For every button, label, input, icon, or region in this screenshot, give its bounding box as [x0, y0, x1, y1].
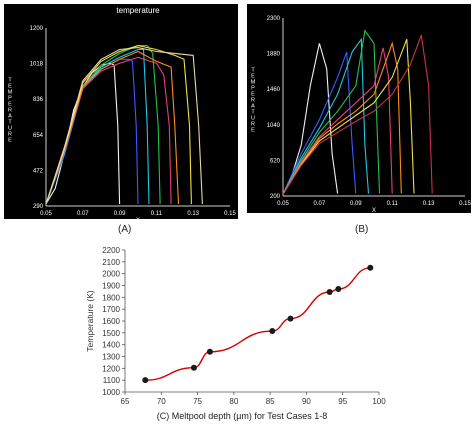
x-tick-label: 70: [157, 397, 166, 406]
y-tick-label: 2100: [102, 258, 120, 267]
series-line-3: [282, 37, 370, 195]
y-tick-label: 654: [33, 133, 44, 139]
series-line-7: [282, 39, 415, 195]
y-tick-label: 2000: [102, 270, 120, 279]
data-point-3: [206, 348, 213, 355]
x-tick-label: 0.07: [314, 201, 326, 207]
y-tick-label: 1900: [102, 282, 120, 291]
data-point-8: [367, 264, 374, 271]
x-tick-label: 75: [193, 397, 202, 406]
y-tick-label: 1000: [102, 388, 120, 397]
chart-a-svg: temperature 290 472 654 836 1018 1200 0.05 0.07 0…: [4, 4, 238, 224]
y-tick-label: 620: [270, 158, 281, 164]
y-axis-label: Temperature (K): [85, 290, 95, 352]
y-tick-label: 1100: [103, 376, 121, 385]
x-axis-label: X: [372, 208, 376, 213]
x-tick-label: 85: [266, 397, 275, 406]
x-tick-label: 95: [338, 397, 347, 406]
x-tick-label: 80: [229, 397, 238, 406]
y-tick-label: 836: [33, 97, 44, 103]
chart-b-svg: 200 620 1040 1460 1880 2300 0.05 0.07 0.09 0.11 0.…: [247, 4, 471, 214]
x-tick-label: 0.15: [224, 211, 236, 217]
y-tick-label: 1200: [102, 364, 120, 373]
y-tick-label: 1500: [102, 329, 120, 338]
x-tick-label: 0.05: [40, 211, 52, 217]
y-tick-label: 1880: [267, 52, 281, 58]
x-tick-label: 0.05: [277, 201, 289, 207]
x-tick-label: 0.07: [77, 211, 89, 217]
chart-c-svg: 1000 1100 1200 1300 1400 1500 1600 1700 1800 1900…: [85, 246, 386, 421]
y-tick-label: 2200: [102, 246, 120, 255]
y-tick-label: 1040: [267, 123, 281, 129]
data-point-7: [335, 286, 342, 293]
x-tick-label: 0.11: [387, 201, 399, 207]
y-tick-label: 1800: [102, 293, 120, 302]
data-point-1: [142, 377, 149, 384]
caption-a: (A): [118, 224, 132, 235]
y-tick-label: 1600: [102, 317, 120, 326]
y-tick-label: 1300: [102, 353, 120, 362]
y-tick-label: 1460: [267, 87, 281, 93]
x-tick-label: 0.13: [423, 201, 435, 207]
series-line-5: [282, 47, 393, 195]
series-line-6: [282, 41, 402, 195]
data-point-2: [190, 364, 197, 371]
series-line-2: [282, 51, 357, 195]
y-tick-label: 1200: [30, 26, 44, 32]
x-tick-label: 0.09: [350, 201, 362, 207]
y-tick-label: 1018: [30, 62, 44, 68]
y-tick-label: 472: [33, 168, 44, 174]
chart-title: temperature: [116, 6, 160, 15]
y-tick-label: 2300: [267, 16, 281, 22]
data-point-6: [326, 289, 333, 296]
y-tick-label: 290: [33, 204, 44, 210]
y-tick-label: 1700: [102, 305, 120, 314]
x-tick-label: 0.13: [187, 211, 199, 217]
x-tick-label: 90: [302, 397, 311, 406]
series-line-1: [45, 62, 121, 205]
thermal-plot-panel-b: 200 620 1040 1460 1880 2300 0.05 0.07 0.09 0.11 0.…: [247, 4, 471, 214]
x-tick-label: 0.15: [459, 201, 471, 207]
caption-b: (B): [355, 224, 369, 235]
x-tick-label: 100: [372, 397, 386, 406]
thermal-plot-panel-a: temperature 290 472 654 836 1018 1200 0.05 0.07 0…: [4, 4, 238, 224]
data-point-4: [269, 328, 276, 335]
series-line-4: [282, 29, 381, 195]
series-line-8: [45, 47, 203, 205]
series-line-8: [282, 34, 433, 195]
x-tick-label: 0.09: [114, 211, 126, 217]
y-tick-label: 1400: [102, 341, 120, 350]
x-tick-label: 65: [121, 397, 130, 406]
temperature-vs-depth-panel: 1000 1100 1200 1300 1400 1500 1600 1700 1800 1900…: [85, 244, 394, 424]
y-tick-label: 200: [270, 194, 281, 200]
x-tick-label: 0.11: [151, 211, 163, 217]
x-axis-label: X: [136, 218, 140, 219]
x-axis-label: (C) Meltpool depth (µm) for Test Cases 1…: [157, 411, 328, 421]
trend-line: [145, 267, 371, 381]
plot-background: [4, 4, 238, 219]
data-point-5: [287, 315, 294, 322]
